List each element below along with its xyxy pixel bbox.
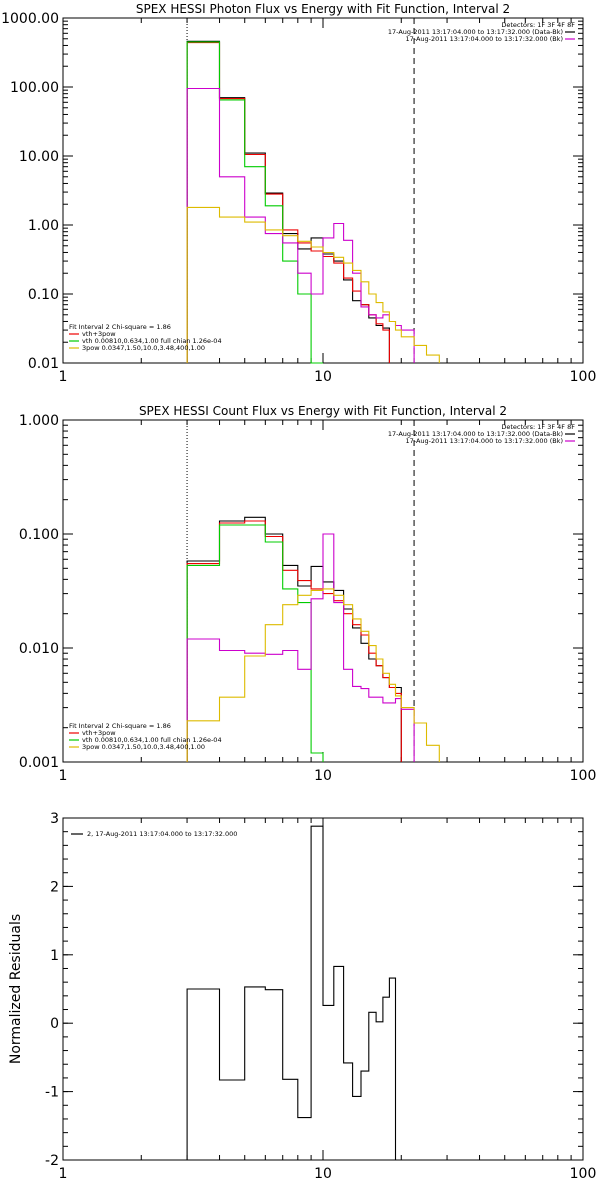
x-tick-label: 1 (59, 768, 68, 784)
series-line-2 (186, 41, 323, 364)
y-axis-label: Normalized Residuals (8, 914, 24, 1064)
x-tick-label: 10 (314, 369, 332, 385)
y-tick-label: 0.01 (28, 356, 59, 372)
series-line-2 (186, 524, 324, 762)
legend-header: Detectors: 1F 3F 4F 8F (501, 21, 575, 29)
series-line-3 (186, 87, 415, 363)
y-tick-label: 0.100 (19, 527, 59, 543)
fit-legend-label: vth+3pow (82, 330, 116, 338)
fit-legend-header: Fit Interval 2 Chi-square = 1.86 (69, 722, 171, 730)
photon-flux-panel: SPEX HESSI Photon Flux vs Energy with Fi… (1, 2, 596, 385)
x-tick-label: 100 (570, 1166, 597, 1182)
y-tick-label: 0.001 (19, 755, 59, 771)
y-tick-label: 1000.00 (1, 11, 59, 27)
x-tick-label: 100 (570, 768, 597, 784)
y-tick-label: -2 (45, 1153, 59, 1169)
y-tick-label: 0.010 (19, 641, 59, 657)
y-tick-label: 1.000 (19, 413, 59, 429)
y-tick-label: 0.10 (28, 287, 59, 303)
y-tick-label: 10.00 (19, 149, 59, 165)
series-line-4 (186, 206, 440, 363)
y-tick-label: 100.00 (10, 80, 59, 96)
y-tick-label: 2 (50, 879, 59, 895)
series-line-4 (186, 588, 440, 762)
fit-legend-label: 3pow 0.0347,1.50,10.0,3.48,400,1.00 (82, 344, 205, 352)
y-tick-label: 1 (50, 948, 59, 964)
x-tick-label: 1 (59, 369, 68, 385)
y-tick-label: 1.00 (28, 218, 59, 234)
count-flux-panel: SPEX HESSI Count Flux vs Energy with Fit… (19, 404, 596, 784)
fit-legend-label: vth+3pow (82, 729, 116, 737)
series-line-1 (186, 520, 402, 762)
legend-entry-label: 17-Aug-2011 13:17:04.000 to 13:17:32.000… (388, 430, 563, 438)
legend-entry-label: 17-Aug-2011 13:17:04.000 to 13:17:32.000… (388, 28, 563, 36)
legend-header: Detectors: 1F 3F 4F 8F (501, 423, 575, 431)
residual-legend-label: 2, 17-Aug-2011 13:17:04.000 to 13:17:32.… (87, 830, 237, 838)
chart-title: SPEX HESSI Count Flux vs Energy with Fit… (139, 404, 507, 418)
residuals-panel: 1 10 100 -2 -1 0 1 2 3 Normalized Residuals 2, 17-… (8, 811, 596, 1182)
fit-legend-label: vth 0.00810,0.634,1.00 full chian 1.26e-… (82, 337, 222, 345)
series-line-0 (186, 825, 397, 1160)
chart-title: SPEX HESSI Photon Flux vs Energy with Fi… (136, 2, 510, 16)
series-line-0 (186, 40, 390, 363)
x-tick-label: 10 (314, 768, 332, 784)
y-tick-label: -1 (45, 1085, 59, 1101)
plot-frame (62, 17, 584, 364)
legend-entry-label: 17-Aug-2011 13:17:04.000 to 13:17:32.000… (406, 35, 563, 43)
x-tick-label: 1 (59, 1166, 68, 1182)
fit-legend-header: Fit Interval 2 Chi-square = 1.86 (69, 323, 171, 331)
x-tick-label: 10 (314, 1166, 332, 1182)
fit-legend-label: vth 0.00810,0.634,1.00 full chian 1.26e-… (82, 736, 222, 744)
fit-legend-label: 3pow 0.0347,1.50,10.0,3.48,400,1.00 (82, 743, 205, 751)
x-tick-label: 100 (570, 369, 597, 385)
series-line-1 (186, 42, 390, 363)
y-tick-label: 0 (50, 1016, 59, 1032)
legend-entry-label: 17-Aug-2011 13:17:04.000 to 13:17:32.000… (406, 437, 563, 445)
series-line-3 (186, 533, 415, 762)
y-tick-label: 3 (50, 811, 59, 827)
